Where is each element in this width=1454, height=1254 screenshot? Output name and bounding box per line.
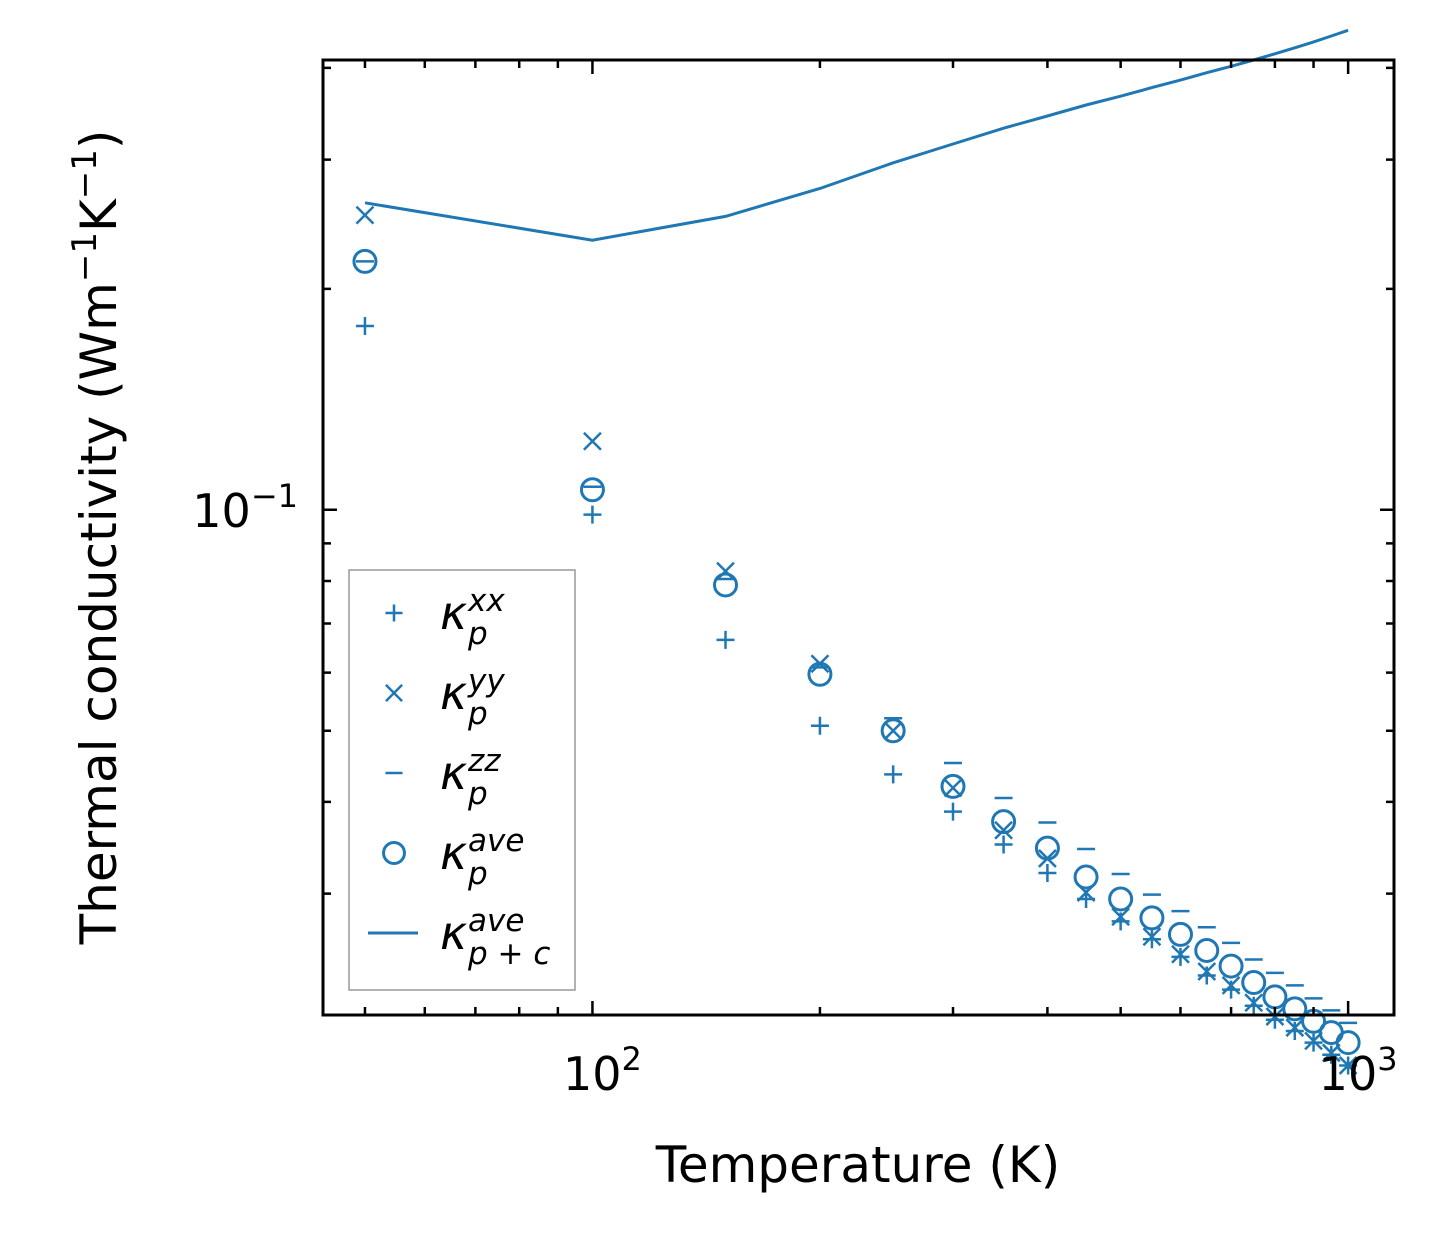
legend-symbol: κ [440, 666, 467, 720]
data-point-ave [1282, 996, 1308, 1022]
plot-frame [321, 58, 1396, 1017]
data-point-xx [716, 630, 735, 649]
data-point-ave [807, 661, 833, 687]
legend-superscript: yy [467, 663, 505, 699]
legend-superscript: ave [468, 823, 524, 859]
legend-symbol: κ [440, 746, 467, 800]
data-point-yy [1265, 1007, 1285, 1026]
data-point-yy [994, 820, 1013, 840]
data-point-xx [1171, 947, 1190, 966]
legend-marker-xx [385, 604, 403, 622]
data-point-ave [713, 572, 739, 598]
data-point-xx [943, 802, 962, 821]
data-point-yy [943, 778, 963, 798]
data-point-ave [1335, 1030, 1361, 1056]
legend-subscript: p [467, 856, 488, 892]
data-point-ave [940, 773, 966, 799]
data-point-ave [1194, 937, 1220, 963]
data-point-xx [1038, 864, 1057, 883]
data-point-xx [1285, 1021, 1304, 1040]
tick-labels: 102 103 10−1 [192, 477, 1397, 1101]
legend-subscript: p [467, 776, 488, 812]
data-point-xx [1244, 996, 1263, 1015]
data-point-xx [1142, 930, 1161, 949]
data-point-xx [994, 835, 1013, 854]
data-point-ave [579, 477, 605, 503]
legend-box [348, 569, 576, 991]
data-point-xx [884, 765, 903, 784]
data-point-xx [1222, 980, 1241, 999]
data-point-ave [1073, 864, 1099, 890]
data-point-yy [883, 721, 903, 741]
plot-marks [352, 28, 1361, 1075]
data-point-yy [355, 205, 375, 225]
data-point-ave [991, 809, 1017, 835]
data-point-ave [1167, 921, 1193, 947]
legend-symbol: κ [440, 906, 467, 960]
data-point-yy [1338, 1056, 1358, 1075]
legend-symbol: κ [440, 826, 467, 880]
series-line-ave_pc [364, 28, 1349, 242]
data-point-xx [1197, 966, 1216, 985]
legend-label-xx: κ xxp [440, 583, 505, 652]
legend-label-yy: κ yyp [440, 663, 505, 732]
data-point-ave [1262, 984, 1288, 1010]
data-point-yy [1197, 962, 1217, 981]
legend-superscript: xx [467, 583, 505, 619]
x-tick-label: 102 [563, 1040, 642, 1101]
y-axis-label: Thermal conductivity (Wm−1K−1) [65, 130, 128, 946]
legend-superscript: zz [467, 743, 501, 779]
data-point-ave [1139, 905, 1165, 931]
data-point-ave [1108, 886, 1134, 912]
data-point-xx [355, 316, 374, 335]
legend-subscript: p [467, 696, 488, 732]
data-point-xx [583, 505, 602, 524]
x-tick-label: 103 [1319, 1040, 1398, 1101]
data-point-yy [1285, 1018, 1305, 1038]
axis-ticks [323, 60, 1394, 1015]
data-point-ave [1318, 1020, 1344, 1046]
data-point-xx [810, 716, 829, 735]
data-point-ave [1218, 953, 1244, 979]
data-point-yy [1221, 975, 1241, 995]
data-point-ave [880, 718, 906, 744]
data-point-yy [1142, 927, 1162, 947]
data-point-ave [1241, 970, 1267, 996]
legend-subscript: p [467, 616, 488, 652]
legend-marker-ave [382, 841, 406, 865]
data-point-yy [1171, 944, 1190, 964]
data-point-yy [1111, 907, 1131, 927]
legend-marker-yy [385, 684, 403, 702]
legend-symbol: κ [440, 586, 467, 640]
legend-subscript: p + c [467, 936, 550, 972]
legend-superscript: ave [468, 903, 524, 939]
data-point-yy [1244, 993, 1264, 1013]
data-point-yy [583, 431, 602, 451]
x-axis-label: Temperature (K) [655, 1136, 1060, 1194]
data-point-ave [352, 248, 378, 274]
data-point-ave [1034, 835, 1060, 861]
legend-label-zz: κ zzp [440, 743, 501, 812]
y-tick-label: 10−1 [192, 477, 298, 538]
